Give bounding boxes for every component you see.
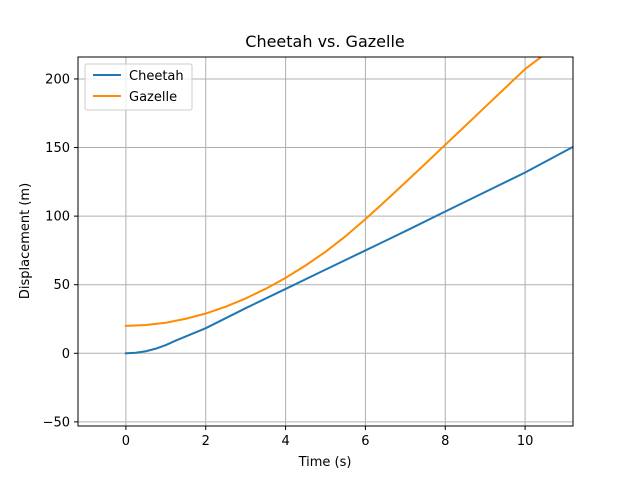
chart-legend: Cheetah Gazelle	[84, 63, 193, 111]
series-lines	[124, 57, 573, 355]
y-tick-label: 50	[53, 278, 70, 293]
plot-area-frame	[77, 56, 574, 427]
grid-lines	[78, 57, 573, 426]
y-tick-label: 150	[45, 141, 70, 156]
axis-ticks: 0 2 4 6 8 10 −50 0 50 100 150 200	[43, 72, 534, 449]
x-tick-label: 2	[202, 434, 210, 449]
series-line-cheetah	[124, 145, 573, 355]
y-tick-label: 200	[45, 72, 70, 87]
x-tick-label: 0	[122, 434, 130, 449]
x-axis-label: Time (s)	[298, 455, 352, 470]
y-tick-label: −50	[43, 415, 70, 430]
x-tick-label: 6	[361, 434, 369, 449]
series-line-gazelle	[124, 57, 543, 327]
y-axis-label: Displacement (m)	[18, 183, 33, 299]
legend-label-gazelle: Gazelle	[129, 90, 177, 105]
x-tick-label: 4	[281, 434, 289, 449]
chart-title: Cheetah vs. Gazelle	[245, 32, 404, 51]
y-tick-label: 0	[62, 347, 70, 362]
legend-label-cheetah: Cheetah	[129, 69, 184, 84]
x-tick-label: 10	[517, 434, 534, 449]
y-tick-label: 100	[45, 210, 70, 225]
x-tick-label: 8	[441, 434, 449, 449]
